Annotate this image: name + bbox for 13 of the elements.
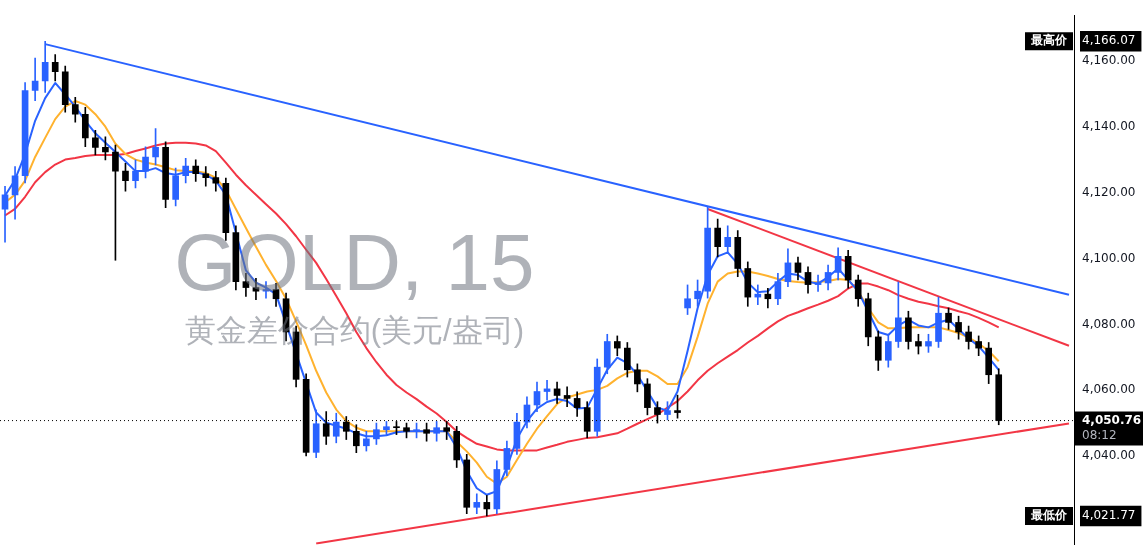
- y-tick-label: 4,021.77: [1082, 508, 1136, 523]
- y-tick-label: 4,120.00: [1082, 184, 1136, 199]
- y-tick-label: 4,080.00: [1082, 316, 1136, 331]
- y-tick-label: 4,166.07: [1082, 33, 1136, 48]
- annotation: 最低价: [1030, 508, 1068, 523]
- y-tick-label: 4,060.00: [1082, 382, 1136, 397]
- y-tick-label: 4,040.00: [1082, 448, 1136, 463]
- annotation: 最高价: [1030, 33, 1068, 48]
- y-tick-label: 4,140.00: [1082, 119, 1136, 134]
- y-tick-label: 4,160.00: [1082, 53, 1136, 68]
- ref-line-label: 4,050.76: [1082, 412, 1142, 427]
- y-tick-label: 4,100.00: [1082, 250, 1136, 265]
- text: 08:12: [1082, 427, 1117, 442]
